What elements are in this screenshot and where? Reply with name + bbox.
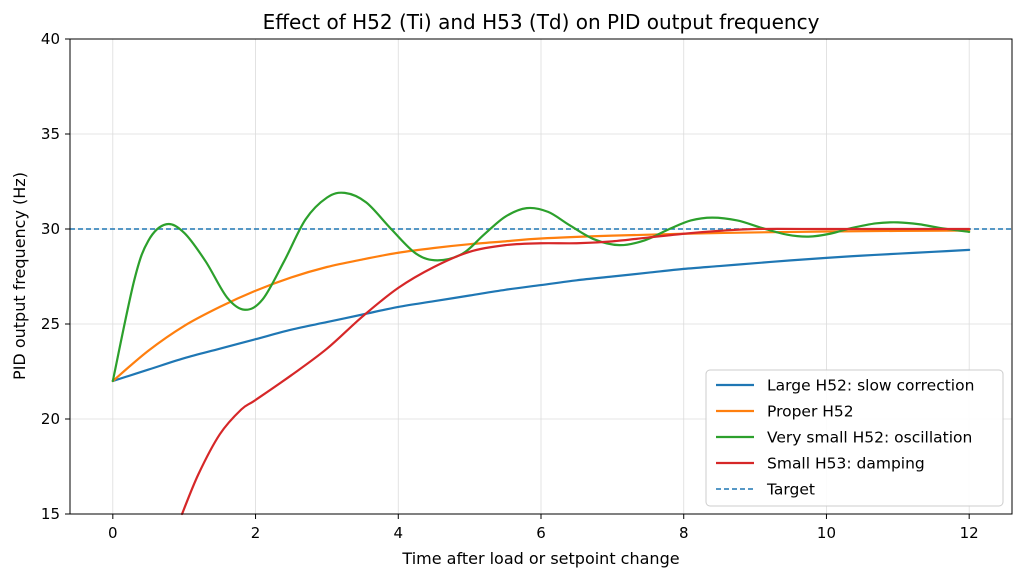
y-tick-label: 30: [41, 220, 60, 238]
x-tick-label: 0: [108, 524, 118, 542]
y-tick-label: 15: [41, 505, 60, 523]
y-axis-label: PID output frequency (Hz): [10, 172, 29, 380]
legend: Large H52: slow correction Proper H52 Very…: [705, 369, 1004, 507]
series-line-1: [111, 248, 971, 383]
legend-label: Target: [766, 481, 815, 499]
legend-label: Proper H52: [767, 403, 854, 421]
legend-label: Large H52: slow correction: [767, 377, 974, 395]
y-tick-label: 20: [41, 410, 60, 428]
x-axis-ticks: 0 2 4 6 8 10 12: [108, 514, 979, 542]
legend-box: [705, 369, 1004, 507]
x-axis-label: Time after load or setpoint change: [401, 549, 679, 568]
x-tick-label: 10: [817, 524, 836, 542]
x-tick-label: 8: [679, 524, 689, 542]
legend-label: Small H53: damping: [767, 455, 925, 473]
series-lines: [111, 191, 971, 516]
y-tick-label: 40: [41, 30, 60, 48]
y-tick-label: 25: [41, 315, 60, 333]
x-tick-label: 6: [536, 524, 546, 542]
y-tick-label: 35: [41, 125, 60, 143]
x-tick-label: 4: [393, 524, 403, 542]
y-axis-ticks: 15 20 25 30 35 40: [41, 30, 70, 523]
series-line-2: [111, 229, 971, 383]
series-line-4: [180, 227, 971, 516]
x-tick-label: 12: [960, 524, 979, 542]
x-tick-label: 2: [251, 524, 261, 542]
legend-label: Very small H52: oscillation: [767, 429, 972, 447]
series-line-3: [111, 191, 971, 383]
chart-title: Effect of H52 (Ti) and H53 (Td) on PID o…: [263, 10, 820, 34]
